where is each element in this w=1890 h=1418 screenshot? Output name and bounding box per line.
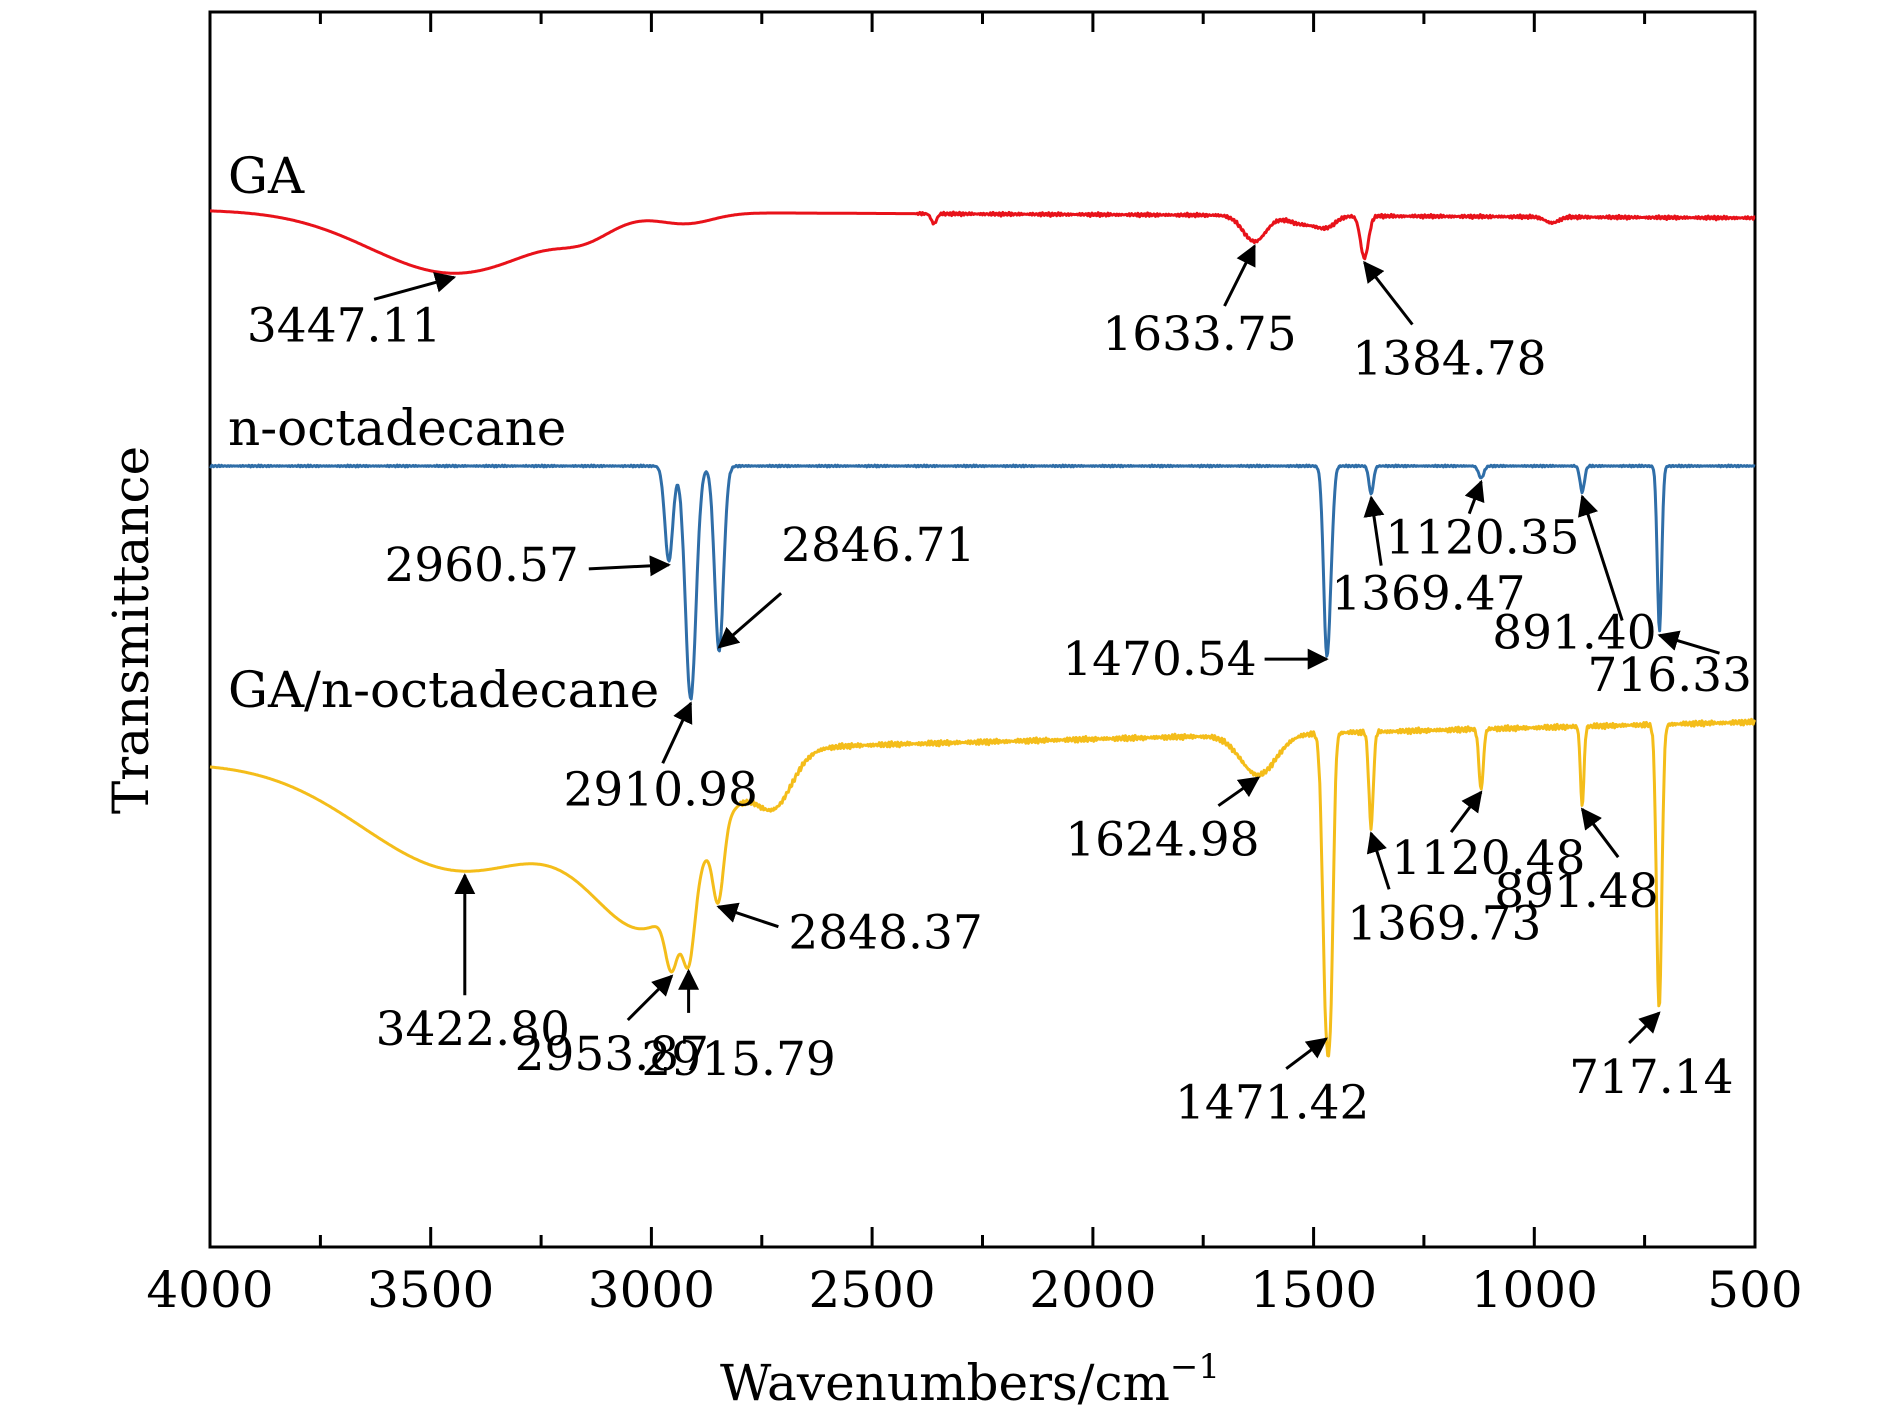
peak-label: 891.40 — [1492, 606, 1656, 661]
peak-label: 2915.79 — [641, 1032, 835, 1087]
peak-label: 1471.42 — [1175, 1076, 1369, 1131]
peak-arrow — [1449, 790, 1483, 833]
peak-label: 1120.48 — [1391, 831, 1585, 886]
x-tick-label: 1000 — [1471, 1261, 1598, 1319]
peak-label: 2953.87 — [515, 1027, 709, 1082]
peak-label: 1624.98 — [1065, 813, 1259, 868]
x-axis-title-exponent: −1 — [1170, 1347, 1220, 1387]
peak-label: 1633.75 — [1102, 307, 1296, 362]
peak-label: 891.48 — [1494, 864, 1658, 919]
x-tick-label: 2500 — [808, 1261, 935, 1319]
x-axis-title-text: Wavenumbers/cm — [720, 1354, 1170, 1412]
peak-label: 2848.37 — [788, 906, 982, 961]
peak-label: 2846.71 — [781, 518, 975, 573]
series-line-n-octadecane — [209, 463, 1756, 701]
peak-label: 3447.11 — [247, 298, 441, 353]
peak-label: 717.14 — [1569, 1050, 1733, 1105]
peak-label: 2910.98 — [564, 762, 758, 817]
peak-arrow — [661, 701, 693, 764]
peak-arrow — [626, 974, 674, 1022]
peak-label: 2960.57 — [384, 538, 578, 593]
peak-label: 1369.73 — [1347, 896, 1541, 951]
series-line-ga-n-octadecane — [209, 717, 1757, 1058]
peak-arrow — [588, 555, 671, 577]
x-axis-title: Wavenumbers/cm−1 — [720, 1347, 1220, 1412]
peak-arrow — [716, 902, 779, 929]
peak-arrow — [1223, 244, 1256, 307]
series-layer — [209, 209, 1757, 1058]
peak-arrow — [373, 272, 457, 301]
x-tick-label: 3500 — [367, 1261, 494, 1319]
annotation-layer: 3447.11 1633.75 1384.78 2960.57 2910.98 2846.… — [247, 244, 1752, 1131]
peak-arrow — [1363, 260, 1414, 326]
series-label-ga: GA — [228, 147, 305, 205]
x-axis-ticks: 4000 3500 3000 2500 2000 1500 1000 500 — [146, 12, 1803, 1319]
peak-arrow — [1464, 479, 1485, 515]
series-label-ga-n-octadecane: GA/n-octadecane — [228, 661, 659, 719]
peak-arrow — [1580, 807, 1620, 859]
peak-arrow — [1578, 494, 1624, 621]
series-label-n-octadecane: n-octadecane — [228, 399, 566, 457]
x-tick-label: 1500 — [1250, 1261, 1377, 1319]
x-tick-label: 4000 — [146, 1261, 273, 1319]
peak-label: 1470.54 — [1062, 632, 1256, 687]
peak-arrow — [717, 592, 783, 649]
peak-label: 3422.80 — [376, 1002, 570, 1057]
peak-arrow — [1217, 776, 1261, 807]
x-tick-label: 500 — [1707, 1261, 1802, 1319]
y-axis-title: Transmittance — [102, 446, 160, 814]
peak-arrow — [1285, 1037, 1328, 1070]
peak-label: 1384.78 — [1352, 332, 1546, 387]
peak-label: 1369.47 — [1331, 567, 1525, 622]
peak-label: 716.33 — [1588, 648, 1752, 703]
peak-arrow — [1363, 495, 1385, 566]
x-tick-label: 3000 — [588, 1261, 715, 1319]
peak-arrow — [1366, 831, 1391, 890]
peak-arrow — [1628, 1011, 1661, 1044]
x-tick-label: 2000 — [1029, 1261, 1156, 1319]
series-line-ga — [209, 209, 1756, 275]
peak-label: 1120.35 — [1385, 511, 1579, 566]
peak-arrow — [1657, 630, 1720, 655]
